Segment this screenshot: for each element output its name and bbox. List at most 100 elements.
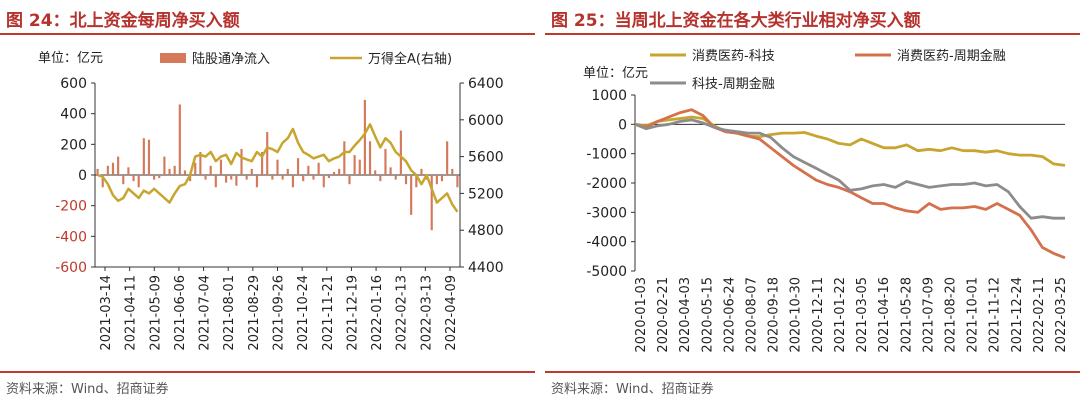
- left-y-tick-label: 400: [60, 107, 87, 123]
- flow-bar: [194, 162, 197, 175]
- flow-bar: [399, 130, 402, 175]
- legend-label: 消费医药-科技: [692, 49, 775, 64]
- y-tick-label: -4000: [586, 235, 627, 251]
- x-tick-label: 2022-03-25: [1054, 277, 1069, 353]
- flow-bar: [225, 175, 228, 183]
- flow-bar: [255, 175, 259, 188]
- x-tick-label: 2020-02-21: [656, 277, 671, 353]
- x-tick-label: 2021-07-09: [921, 277, 936, 353]
- left-y-tick-label: 200: [60, 137, 87, 153]
- x-tick-label: 2021-03-14: [99, 275, 114, 351]
- x-tick-label: 2021-04-11: [124, 275, 139, 351]
- flow-bar: [101, 175, 104, 188]
- x-tick-label: 2021-05-28: [899, 277, 914, 353]
- flow-bar: [307, 165, 310, 175]
- right-y-tick-label: 6000: [468, 113, 504, 129]
- flow-bar: [271, 175, 274, 180]
- flow-bar: [420, 168, 423, 175]
- y-tick-label: -3000: [586, 205, 627, 221]
- flow-bar: [209, 165, 212, 175]
- right-chart-title: 图 25：当周北上资金在各大类行业相对净买入额: [551, 11, 921, 31]
- flow-bar: [363, 99, 366, 175]
- x-tick-label: 2020-12-11: [811, 277, 826, 353]
- flow-bar: [250, 168, 253, 175]
- x-tick-label: 2020-10-30: [789, 277, 804, 353]
- flow-bar: [158, 175, 161, 179]
- right-y-tick-label: 5200: [468, 186, 504, 202]
- left-y-tick-label: 600: [60, 76, 87, 92]
- flow-bar: [219, 159, 223, 175]
- flow-bar: [183, 170, 187, 175]
- x-tick-label: 2021-08-20: [943, 277, 958, 353]
- flow-bar: [410, 175, 413, 215]
- x-tick-label: 2020-08-07: [745, 277, 760, 353]
- index-line: [97, 123, 459, 213]
- left-chart-title: 图 24：北上资金每周净买入额: [6, 11, 240, 31]
- flow-bar: [332, 171, 336, 175]
- flow-bar: [389, 167, 392, 175]
- flow-bar: [353, 155, 356, 175]
- x-tick-label: 2021-10-01: [966, 277, 981, 353]
- flow-bar: [122, 175, 125, 185]
- flow-bar: [230, 175, 233, 180]
- flow-bar: [204, 175, 207, 180]
- flow-bar: [327, 175, 330, 179]
- flow-bar: [456, 175, 459, 188]
- flow-bar: [178, 104, 181, 175]
- x-tick-label: 2021-12-19: [345, 275, 360, 351]
- flow-bar: [317, 162, 320, 175]
- right-unit-label: 单位：亿元: [583, 66, 648, 81]
- flow-bar: [266, 132, 269, 175]
- flow-bar: [415, 175, 418, 188]
- x-tick-label: 2020-06-24: [722, 277, 737, 353]
- right-y-tick-label: 4400: [468, 260, 504, 276]
- flow-bar: [147, 139, 151, 175]
- x-tick-label: 2022-03-13: [419, 275, 434, 351]
- flow-bar: [117, 156, 120, 175]
- flow-bar: [374, 170, 377, 175]
- flow-bar: [214, 175, 217, 188]
- x-tick-label: 2020-01-03: [634, 277, 649, 353]
- flow-bar: [394, 175, 397, 180]
- flow-bar: [199, 152, 202, 175]
- series-line: [634, 108, 1066, 260]
- flow-bar: [281, 175, 284, 180]
- flow-bar: [153, 175, 156, 180]
- legend-label: 消费医药-周期金融: [897, 48, 1006, 64]
- flow-bar: [173, 165, 176, 175]
- x-tick-label: 2021-04-16: [877, 277, 892, 353]
- x-tick-label: 2021-10-24: [296, 275, 311, 351]
- series-line: [634, 118, 1065, 220]
- legend-label: 科技-周期金融: [692, 76, 775, 92]
- left-title-rule: [0, 33, 535, 35]
- x-tick-label: 2020-04-03: [678, 277, 693, 353]
- x-tick-label: 2021-08-01: [222, 275, 237, 351]
- flow-bar: [322, 175, 325, 188]
- flow-bar: [446, 141, 449, 175]
- x-tick-label: 2021-03-05: [855, 277, 870, 353]
- x-tick-label: 2021-11-12: [988, 277, 1003, 353]
- flow-bar: [235, 175, 238, 186]
- flow-bar: [435, 175, 438, 185]
- flow-bar: [348, 175, 351, 185]
- flow-bar: [189, 175, 192, 182]
- flow-bar: [96, 168, 99, 175]
- legend-swatch-bar: [160, 53, 186, 63]
- x-tick-label: 2021-12-24: [1010, 277, 1025, 353]
- left-chart-svg: 单位：亿元 陆股通净流入 万得全A(右轴) -600 -400 -200 0 200 400 60…: [38, 51, 504, 351]
- x-tick-label: 2021-09-26: [272, 275, 287, 351]
- left-unit-label: 单位：亿元: [38, 51, 103, 66]
- flow-bar: [286, 168, 289, 175]
- right-y-tick-label: 4800: [468, 223, 504, 239]
- flow-bar: [343, 141, 346, 175]
- left-y-tick-label: -400: [55, 229, 87, 245]
- right-chart-panel: 图 25：当周北上资金在各大类行业相对净买入额 单位：亿元 消费医药-科技 消费医药…: [545, 0, 1080, 403]
- flow-bar: [291, 175, 295, 188]
- x-tick-label: 2020-09-18: [767, 277, 782, 353]
- flow-bar: [451, 168, 454, 175]
- flow-bar: [106, 165, 109, 175]
- flow-bar: [384, 148, 387, 175]
- legend-label-bar: 陆股通净流入: [192, 51, 270, 67]
- y-tick-label: 1000: [591, 88, 627, 104]
